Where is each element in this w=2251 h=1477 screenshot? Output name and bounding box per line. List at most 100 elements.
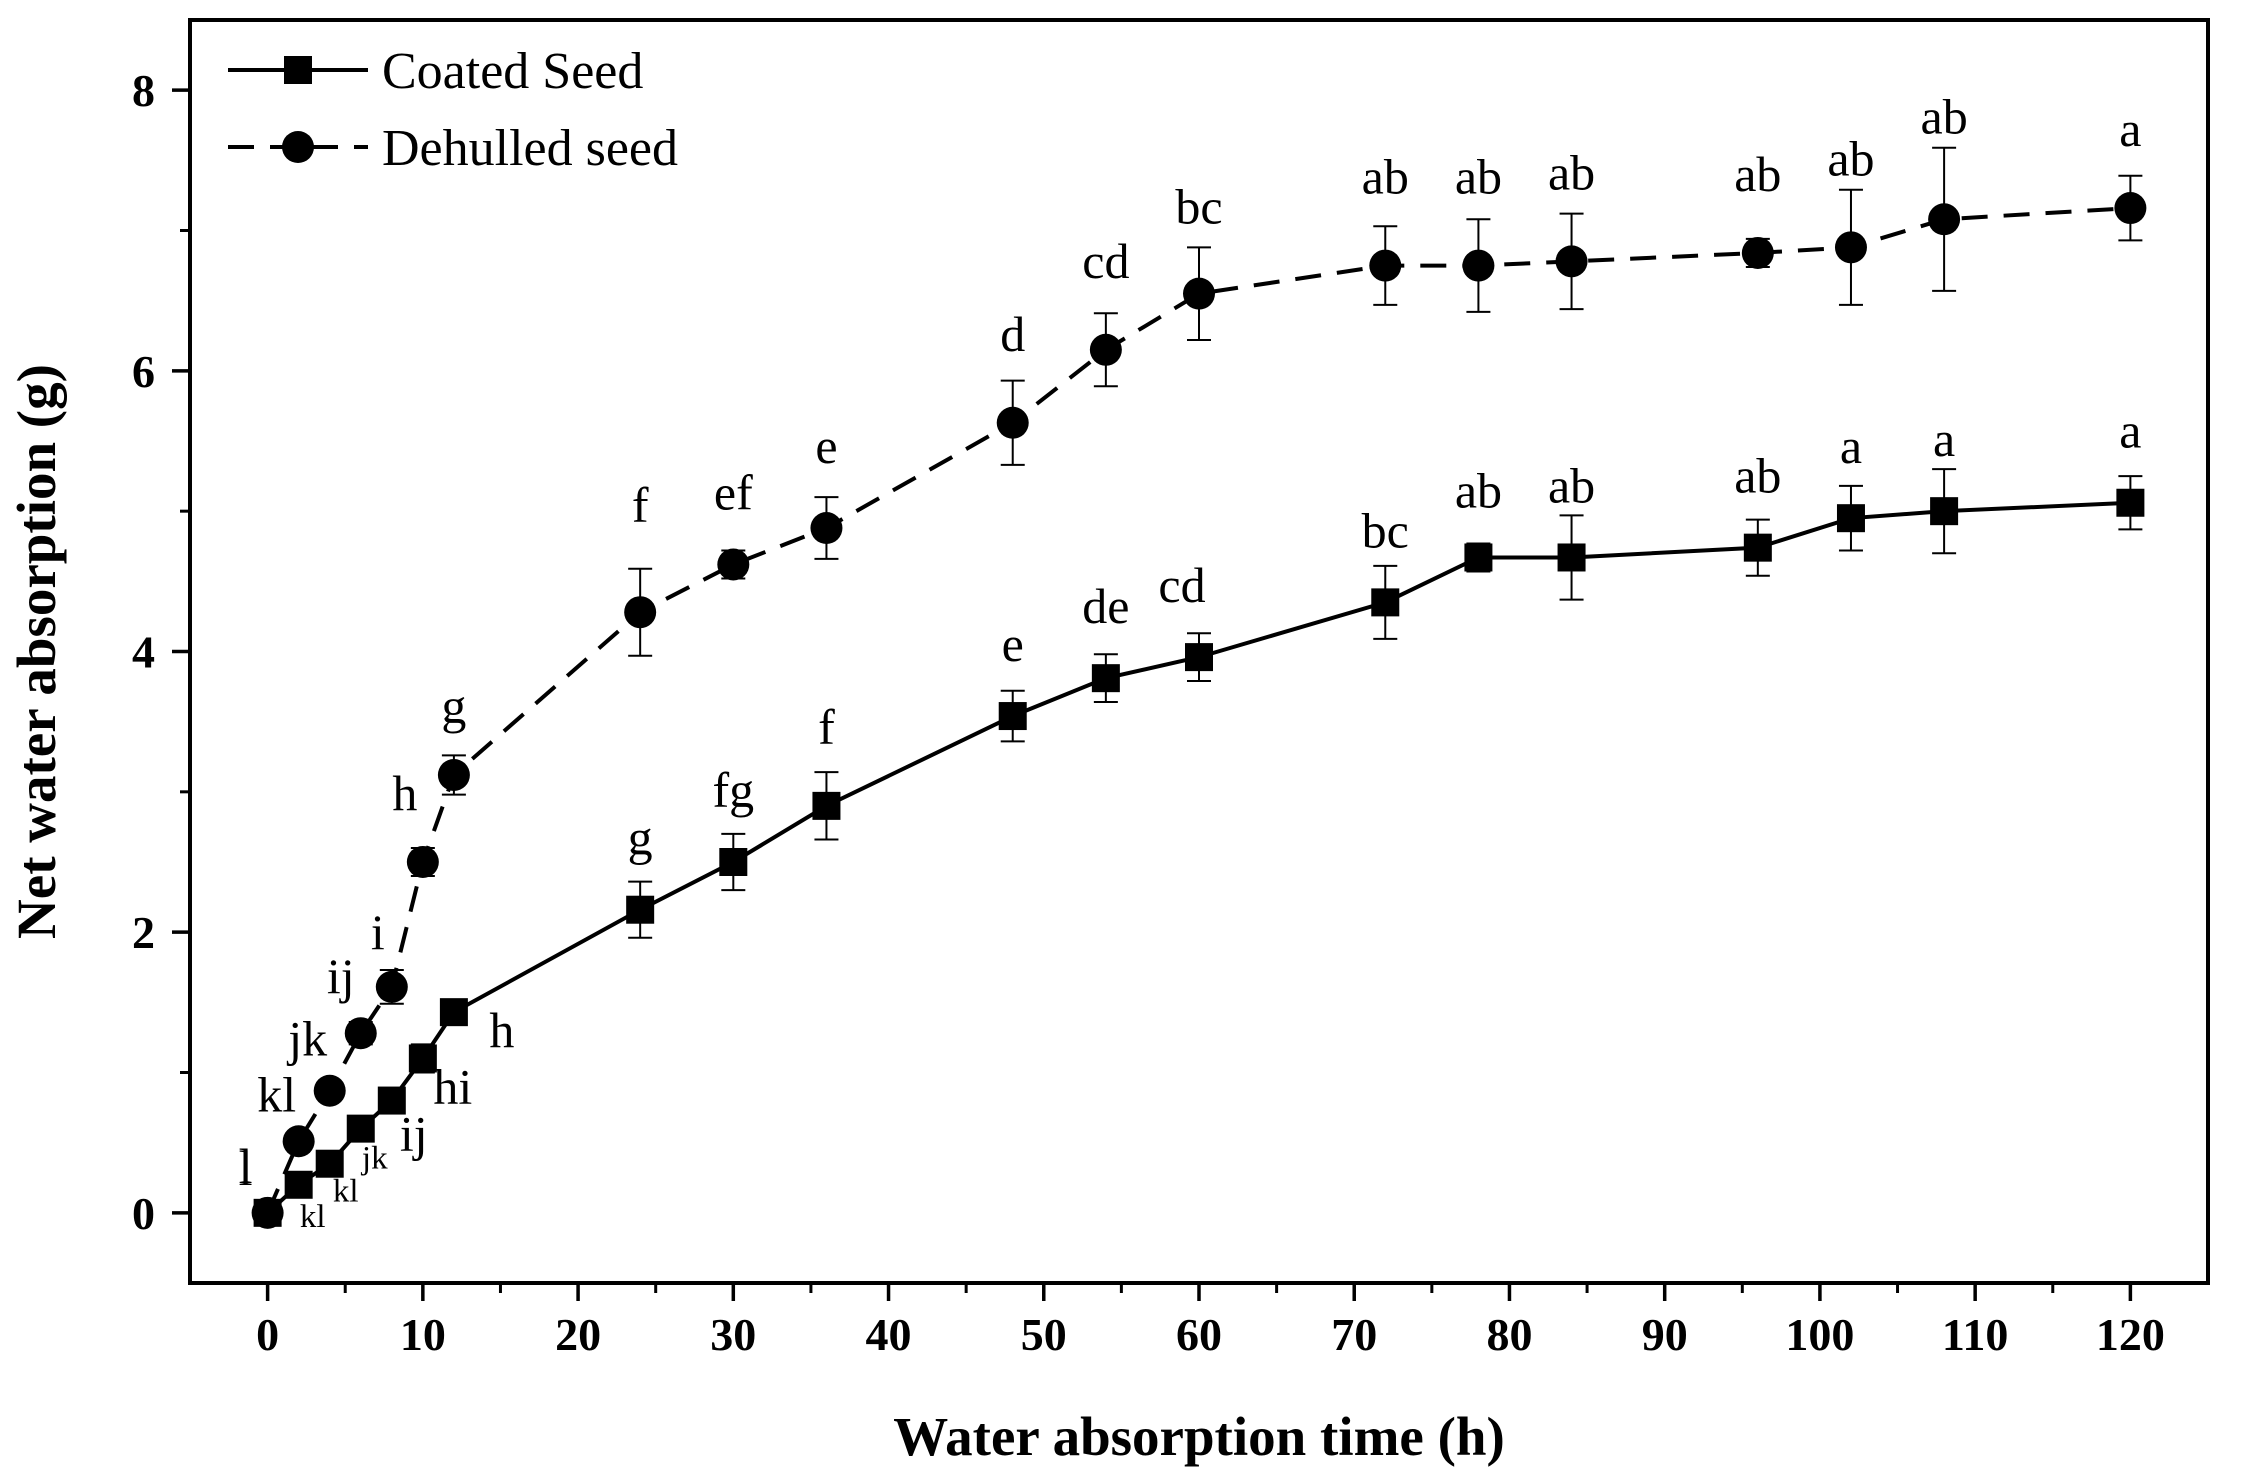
x-tick-label: 0 — [256, 1309, 279, 1360]
data-point-circle — [624, 596, 657, 629]
significance-label: ab — [1827, 130, 1874, 186]
significance-label: cd — [1082, 233, 1129, 289]
significance-label: h — [489, 1002, 514, 1058]
x-tick-label: 60 — [1176, 1309, 1222, 1360]
data-point-circle — [1369, 249, 1402, 282]
significance-label: ab — [1734, 146, 1781, 202]
y-tick-label: 0 — [132, 1188, 155, 1239]
significance-label: a — [2119, 101, 2141, 157]
significance-label: kl — [300, 1199, 326, 1235]
data-point-square — [346, 1114, 375, 1143]
data-point-circle — [375, 970, 408, 1003]
significance-label: e — [1002, 616, 1024, 672]
legend-marker-square — [284, 56, 312, 84]
data-point-circle — [1555, 245, 1588, 278]
x-tick-label: 20 — [555, 1309, 601, 1360]
x-tick-label: 30 — [710, 1309, 756, 1360]
x-tick-label: 50 — [1021, 1309, 1067, 1360]
significance-label: l — [239, 1138, 253, 1194]
data-point-square — [2116, 488, 2145, 517]
data-point-circle — [437, 758, 470, 791]
y-axis-title: Net water absorption (g) — [6, 364, 67, 939]
data-point-square — [1743, 533, 1772, 562]
significance-label: ij — [400, 1106, 428, 1162]
y-tick-label: 4 — [132, 627, 155, 678]
significance-label: cd — [1158, 557, 1205, 613]
significance-label: ab — [1362, 149, 1409, 205]
data-point-square — [1185, 643, 1213, 672]
series-dehulled-seed — [251, 146, 2147, 1229]
data-point-circle — [1183, 277, 1215, 310]
significance-label: g — [628, 810, 653, 866]
legend-entry-dehulled-seed: Dehulled seed — [228, 120, 678, 177]
significance-label: f — [818, 699, 835, 755]
significance-label: bc — [1362, 502, 1409, 558]
data-point-circle — [406, 846, 439, 878]
data-point-square — [1091, 664, 1120, 693]
significance-label: ab — [1921, 88, 1968, 144]
data-point-circle — [1462, 249, 1495, 282]
x-tick-label: 70 — [1331, 1309, 1377, 1360]
data-point-circle — [1741, 236, 1774, 269]
significance-label: ef — [714, 464, 753, 520]
series-group — [251, 146, 2147, 1229]
data-point-circle — [1834, 231, 1867, 264]
significance-label: f — [632, 477, 649, 533]
data-point-square — [408, 1044, 437, 1073]
significance-label: ab — [1548, 144, 1595, 200]
legend-label: Dehulled seed — [382, 120, 678, 177]
data-point-square — [1836, 504, 1865, 533]
legend-label: Coated Seed — [382, 43, 643, 100]
data-point-circle — [313, 1074, 346, 1107]
significance-label: kl — [333, 1174, 359, 1210]
significance-label: ab — [1734, 448, 1781, 504]
data-point-circle — [717, 548, 750, 581]
significance-label: g — [441, 678, 466, 734]
significance-label: bc — [1175, 179, 1222, 235]
x-tick-label: 10 — [400, 1309, 446, 1360]
data-point-square — [812, 791, 841, 820]
x-tick-label: 100 — [1785, 1309, 1854, 1360]
data-point-square — [315, 1149, 344, 1178]
significance-label: h — [392, 765, 417, 821]
data-point-circle — [1089, 333, 1122, 366]
y-tick-label: 6 — [132, 346, 155, 397]
significance-label: ab — [1455, 462, 1502, 518]
significance-label: kl — [257, 1066, 296, 1122]
significance-label: de — [1082, 578, 1129, 634]
data-point-square — [1557, 543, 1586, 572]
data-point-circle — [810, 512, 843, 545]
data-point-circle — [996, 406, 1029, 439]
data-point-square — [1371, 588, 1400, 617]
y-tick-label: 8 — [132, 65, 155, 116]
y-tick-label: 2 — [132, 907, 155, 958]
data-point-square — [1464, 543, 1493, 572]
x-tick-label: 120 — [2096, 1309, 2165, 1360]
significance-label: i — [371, 904, 385, 960]
data-point-circle — [344, 1017, 377, 1050]
significance-label: d — [1000, 306, 1025, 362]
data-point-square — [998, 702, 1027, 731]
significance-label: e — [815, 418, 837, 474]
data-point-circle — [251, 1196, 284, 1229]
significance-label: jk — [286, 1011, 327, 1067]
significance-label: hi — [433, 1058, 472, 1114]
data-point-square — [719, 848, 748, 876]
data-point-circle — [282, 1125, 315, 1158]
significance-label: a — [1840, 418, 1862, 474]
significance-label: ab — [1455, 149, 1502, 205]
significance-label: fg — [712, 762, 754, 818]
significance-label: l — [239, 1140, 253, 1196]
x-tick-label: 40 — [866, 1309, 912, 1360]
x-axis-title: Water absorption time (h) — [893, 1406, 1505, 1467]
data-point-circle — [2114, 192, 2147, 225]
x-tick-label: 80 — [1486, 1309, 1532, 1360]
legend-marker-circle — [282, 131, 314, 163]
data-point-square — [439, 998, 468, 1027]
x-tick-label: 110 — [1942, 1309, 2008, 1360]
significance-label: a — [2119, 403, 2141, 459]
